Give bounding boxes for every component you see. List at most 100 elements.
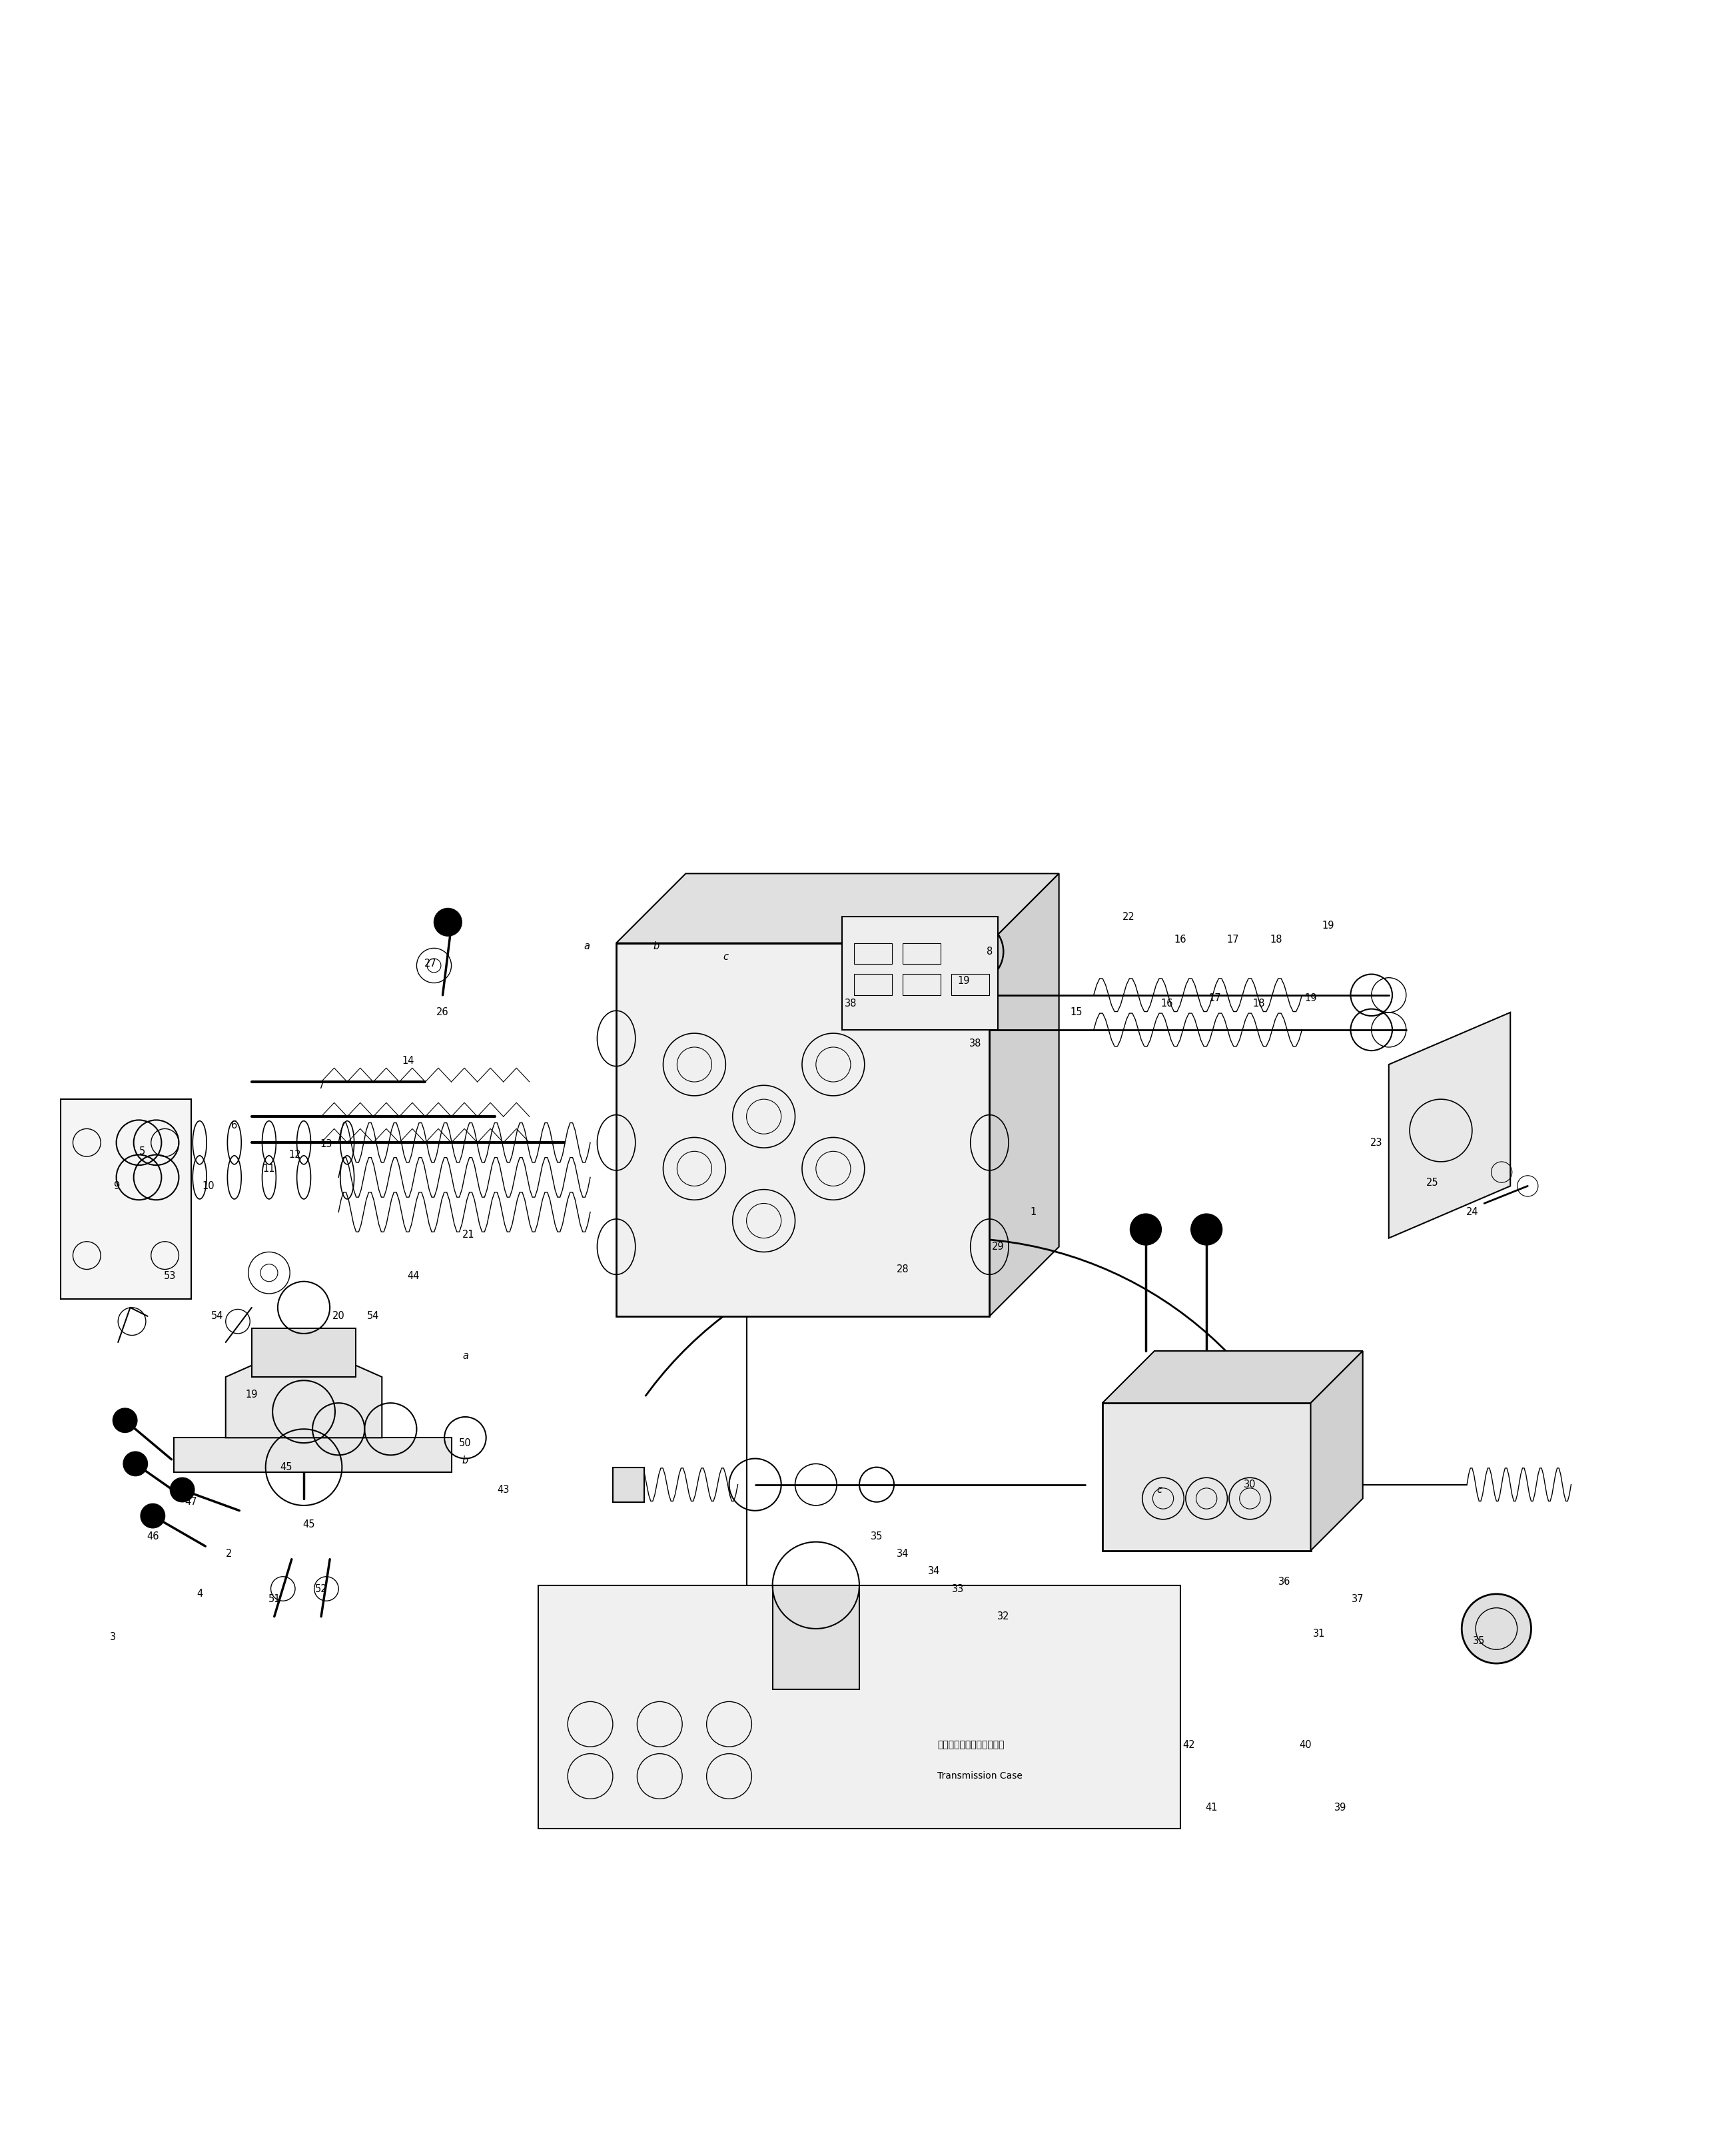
Text: 6: 6 bbox=[231, 1120, 238, 1130]
Text: 46: 46 bbox=[146, 1531, 160, 1541]
Circle shape bbox=[434, 909, 462, 937]
Text: 44: 44 bbox=[406, 1271, 420, 1282]
Bar bbox=[903, 943, 941, 964]
Polygon shape bbox=[1311, 1352, 1363, 1550]
Text: 37: 37 bbox=[1351, 1595, 1364, 1603]
Text: 49: 49 bbox=[118, 1416, 132, 1426]
Circle shape bbox=[123, 1452, 148, 1475]
Text: 10: 10 bbox=[201, 1182, 215, 1190]
Polygon shape bbox=[616, 873, 1059, 943]
Text: 16: 16 bbox=[1174, 935, 1187, 945]
Text: 13: 13 bbox=[319, 1139, 333, 1150]
Bar bbox=[854, 943, 892, 964]
Bar bbox=[613, 1467, 644, 1501]
Text: 28: 28 bbox=[896, 1265, 910, 1275]
Circle shape bbox=[141, 1503, 165, 1529]
Text: 47: 47 bbox=[184, 1497, 198, 1507]
Text: 39: 39 bbox=[1333, 1803, 1347, 1812]
Polygon shape bbox=[252, 1328, 356, 1377]
Text: 3: 3 bbox=[109, 1633, 116, 1641]
Polygon shape bbox=[990, 873, 1059, 1316]
Text: 19: 19 bbox=[1304, 994, 1318, 1003]
Text: 40: 40 bbox=[1299, 1739, 1312, 1750]
Text: 25: 25 bbox=[1425, 1177, 1439, 1188]
Text: 35: 35 bbox=[870, 1531, 884, 1541]
Text: 22: 22 bbox=[1121, 911, 1135, 922]
Text: 9: 9 bbox=[113, 1182, 120, 1190]
Text: 52: 52 bbox=[314, 1584, 328, 1595]
Text: 43: 43 bbox=[496, 1484, 510, 1495]
Text: 7: 7 bbox=[318, 1079, 325, 1090]
Text: 27: 27 bbox=[424, 958, 437, 969]
Text: b: b bbox=[462, 1456, 469, 1465]
Text: 54: 54 bbox=[210, 1311, 224, 1322]
Text: 35: 35 bbox=[1472, 1635, 1486, 1646]
Text: 18: 18 bbox=[1252, 999, 1266, 1009]
Text: 2: 2 bbox=[226, 1550, 233, 1558]
Text: 33: 33 bbox=[951, 1584, 965, 1595]
Text: 5: 5 bbox=[139, 1145, 146, 1156]
Text: Transmission Case: Transmission Case bbox=[937, 1771, 1023, 1782]
Text: 19: 19 bbox=[957, 977, 970, 986]
Text: 45: 45 bbox=[279, 1463, 293, 1473]
Text: 36: 36 bbox=[1278, 1578, 1292, 1586]
Text: 34: 34 bbox=[896, 1550, 910, 1558]
Bar bbox=[854, 975, 892, 994]
Text: 11: 11 bbox=[262, 1165, 276, 1173]
Text: 50: 50 bbox=[458, 1437, 472, 1448]
Text: 32: 32 bbox=[996, 1612, 1010, 1622]
Bar bbox=[951, 975, 990, 994]
Text: c: c bbox=[1156, 1484, 1163, 1495]
Text: 23: 23 bbox=[1370, 1137, 1384, 1148]
Text: 41: 41 bbox=[1205, 1803, 1219, 1812]
Text: トランスミッションケース: トランスミッションケース bbox=[937, 1739, 1005, 1750]
Text: 34: 34 bbox=[927, 1567, 941, 1575]
Text: a: a bbox=[583, 941, 590, 952]
Text: 18: 18 bbox=[1269, 935, 1283, 945]
Bar bbox=[61, 1099, 191, 1299]
Circle shape bbox=[113, 1407, 137, 1433]
Text: 31: 31 bbox=[1312, 1629, 1326, 1639]
Bar bbox=[842, 918, 998, 1030]
Polygon shape bbox=[1102, 1403, 1311, 1550]
Text: 53: 53 bbox=[163, 1271, 177, 1282]
Circle shape bbox=[170, 1478, 194, 1501]
Text: 14: 14 bbox=[401, 1056, 415, 1067]
Text: 19: 19 bbox=[1321, 920, 1335, 930]
Text: 19: 19 bbox=[245, 1390, 259, 1399]
Text: 12: 12 bbox=[288, 1150, 302, 1160]
Text: 8: 8 bbox=[986, 947, 993, 956]
Circle shape bbox=[1130, 1214, 1161, 1245]
Text: 20: 20 bbox=[332, 1311, 345, 1322]
Text: 38: 38 bbox=[969, 1039, 983, 1050]
Bar bbox=[616, 943, 990, 1316]
Bar bbox=[773, 1586, 859, 1690]
Text: 51: 51 bbox=[267, 1595, 281, 1603]
Text: 38: 38 bbox=[844, 999, 858, 1009]
Text: c: c bbox=[722, 952, 729, 962]
Text: 4: 4 bbox=[196, 1588, 203, 1599]
Text: 16: 16 bbox=[1160, 999, 1174, 1009]
Text: 17: 17 bbox=[1226, 935, 1240, 945]
Text: 21: 21 bbox=[462, 1231, 476, 1239]
Text: 48: 48 bbox=[128, 1463, 142, 1473]
Text: 42: 42 bbox=[1182, 1739, 1196, 1750]
Polygon shape bbox=[226, 1341, 382, 1437]
Text: 26: 26 bbox=[436, 1007, 450, 1018]
Text: 54: 54 bbox=[366, 1311, 380, 1322]
Circle shape bbox=[1191, 1214, 1222, 1245]
Text: 17: 17 bbox=[1208, 994, 1222, 1003]
Polygon shape bbox=[174, 1437, 451, 1473]
Polygon shape bbox=[1389, 1013, 1510, 1239]
Bar bbox=[538, 1586, 1180, 1829]
Text: a: a bbox=[462, 1352, 469, 1360]
Text: 15: 15 bbox=[1069, 1007, 1083, 1018]
Bar bbox=[903, 975, 941, 994]
Text: 45: 45 bbox=[302, 1520, 316, 1529]
Text: 24: 24 bbox=[1465, 1207, 1479, 1218]
Text: 30: 30 bbox=[1243, 1480, 1257, 1490]
Circle shape bbox=[1462, 1595, 1531, 1663]
Text: b: b bbox=[653, 941, 660, 952]
Text: 1: 1 bbox=[1029, 1207, 1036, 1218]
Polygon shape bbox=[1102, 1352, 1363, 1403]
